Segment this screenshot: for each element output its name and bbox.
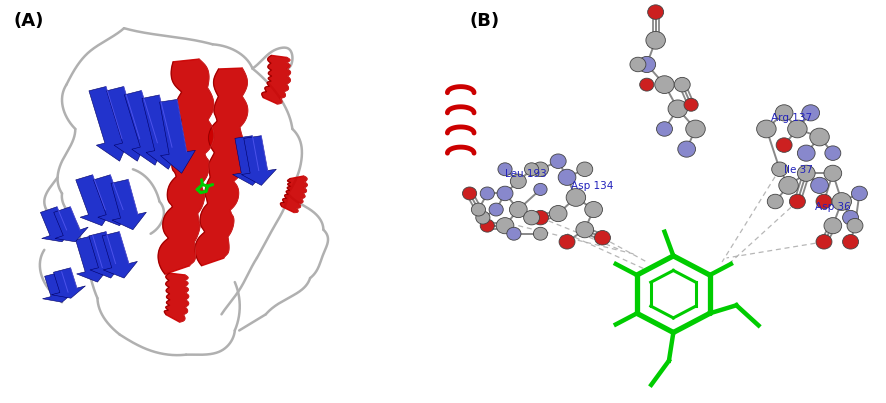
Circle shape	[802, 105, 820, 121]
Text: Asp 36: Asp 36	[815, 202, 851, 212]
Circle shape	[832, 193, 851, 210]
Circle shape	[843, 235, 859, 249]
Circle shape	[525, 163, 539, 176]
Circle shape	[507, 227, 521, 240]
Circle shape	[533, 183, 547, 195]
Text: Ile 37: Ile 37	[784, 165, 813, 175]
Circle shape	[533, 227, 548, 240]
Circle shape	[476, 211, 490, 224]
Circle shape	[510, 174, 526, 189]
Circle shape	[471, 203, 486, 216]
Circle shape	[577, 162, 593, 177]
Circle shape	[779, 177, 798, 194]
Circle shape	[824, 165, 842, 181]
Text: Arg 137: Arg 137	[771, 113, 812, 123]
Circle shape	[655, 76, 674, 93]
Circle shape	[595, 231, 610, 245]
Polygon shape	[261, 55, 291, 104]
Circle shape	[480, 219, 494, 232]
Polygon shape	[195, 68, 248, 266]
Circle shape	[847, 218, 863, 233]
Circle shape	[684, 98, 698, 111]
Circle shape	[825, 146, 841, 160]
Text: Asp 134: Asp 134	[571, 181, 614, 191]
Polygon shape	[76, 175, 113, 226]
Text: Leu 193: Leu 193	[505, 169, 547, 179]
Circle shape	[648, 5, 664, 19]
Polygon shape	[102, 232, 137, 278]
Circle shape	[630, 57, 646, 72]
Text: (B): (B)	[470, 12, 500, 30]
Circle shape	[640, 78, 654, 91]
Polygon shape	[124, 91, 166, 165]
Circle shape	[566, 189, 586, 206]
Circle shape	[480, 187, 494, 200]
Circle shape	[496, 218, 514, 234]
Circle shape	[462, 187, 477, 200]
Circle shape	[497, 186, 513, 201]
Circle shape	[816, 235, 832, 249]
Circle shape	[678, 141, 696, 157]
Circle shape	[668, 100, 688, 118]
Polygon shape	[241, 136, 276, 185]
Circle shape	[674, 77, 690, 92]
Polygon shape	[164, 273, 189, 322]
Polygon shape	[111, 179, 146, 230]
Circle shape	[638, 56, 656, 73]
Circle shape	[657, 122, 672, 136]
Polygon shape	[89, 87, 130, 161]
Polygon shape	[51, 268, 85, 298]
Circle shape	[559, 235, 575, 249]
Polygon shape	[281, 176, 307, 212]
Polygon shape	[142, 95, 181, 169]
Circle shape	[851, 186, 867, 201]
Circle shape	[757, 120, 776, 138]
Text: (A): (A)	[13, 12, 43, 30]
Circle shape	[576, 222, 594, 238]
Circle shape	[811, 177, 828, 193]
Circle shape	[824, 218, 842, 234]
Polygon shape	[232, 136, 268, 185]
Circle shape	[843, 210, 859, 225]
Circle shape	[816, 194, 832, 209]
Polygon shape	[54, 207, 89, 242]
Polygon shape	[94, 175, 131, 226]
Polygon shape	[106, 87, 148, 161]
Circle shape	[772, 162, 788, 177]
Circle shape	[789, 194, 805, 209]
Circle shape	[558, 169, 576, 185]
Polygon shape	[41, 207, 75, 242]
Polygon shape	[159, 100, 196, 173]
Circle shape	[550, 154, 566, 168]
Circle shape	[810, 128, 829, 146]
Circle shape	[524, 210, 540, 225]
Circle shape	[767, 194, 783, 209]
Polygon shape	[158, 59, 214, 274]
Circle shape	[776, 138, 792, 152]
Polygon shape	[43, 272, 76, 302]
Circle shape	[532, 162, 548, 177]
Circle shape	[797, 165, 815, 181]
Polygon shape	[89, 232, 124, 278]
Circle shape	[797, 145, 815, 161]
Circle shape	[489, 203, 503, 216]
Polygon shape	[75, 236, 111, 282]
Circle shape	[509, 202, 527, 218]
Circle shape	[646, 31, 665, 49]
Circle shape	[585, 202, 602, 218]
Circle shape	[788, 120, 807, 138]
Circle shape	[775, 105, 793, 121]
Circle shape	[498, 163, 512, 176]
Circle shape	[686, 120, 705, 138]
Circle shape	[532, 210, 548, 225]
Circle shape	[549, 206, 567, 222]
